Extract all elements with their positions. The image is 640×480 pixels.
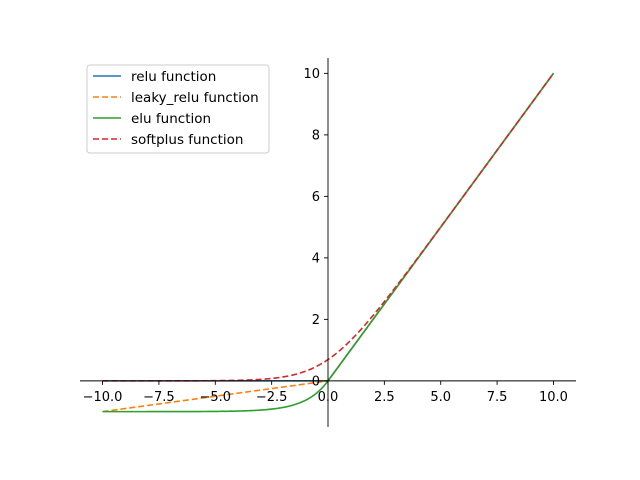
y-tick-label: 10 — [303, 67, 320, 82]
y-tick-label: 6 — [312, 190, 320, 205]
y-tick-label: 0 — [312, 374, 320, 389]
legend-label-1: leaky_relu function — [131, 90, 259, 106]
legend-box — [86, 64, 270, 154]
y-tick-label: 8 — [312, 128, 320, 143]
x-tick-label: 2.5 — [374, 390, 395, 405]
x-tick-label: −7.5 — [143, 390, 175, 405]
x-tick-label: 10.0 — [539, 390, 568, 405]
x-tick-label: −10.0 — [83, 390, 123, 405]
x-tick-label: −5.0 — [199, 390, 231, 405]
legend-label-2: elu function — [131, 111, 211, 127]
x-ticks: −10.0 −7.5 −5.0 −2.5 0.0 2.5 5.0 7.5 10.0 — [83, 380, 568, 405]
x-tick-label: 7.5 — [487, 390, 508, 405]
y-tick-label: 2 — [312, 313, 320, 328]
x-tick-label: −2.5 — [256, 390, 288, 405]
legend-label-3: softplus function — [131, 132, 243, 148]
y-tick-label: 4 — [312, 251, 320, 266]
legend-label-0: relu function — [131, 69, 216, 85]
y-ticks: 0 2 4 6 8 10 — [303, 67, 328, 389]
x-tick-label: 5.0 — [430, 390, 451, 405]
legend: relu function leaky_relu function elu func… — [86, 64, 270, 154]
x-tick-label: 0.0 — [318, 390, 339, 405]
